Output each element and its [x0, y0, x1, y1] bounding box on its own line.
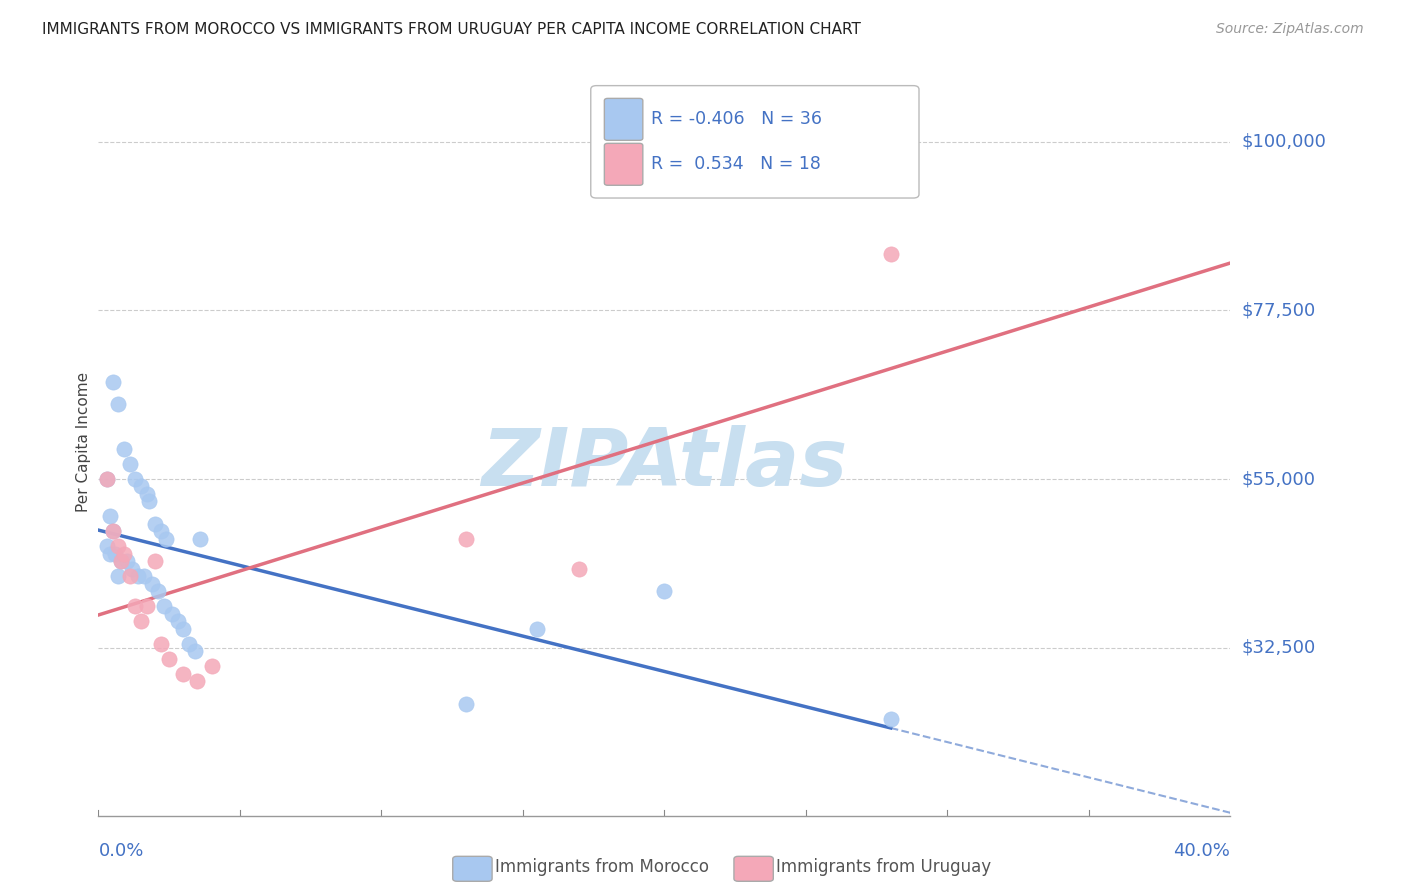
Point: [456, 532, 478, 546]
Point: [160, 607, 183, 621]
Point: [107, 569, 129, 583]
Point: [172, 666, 194, 681]
Point: [526, 622, 548, 636]
Text: $77,500: $77,500: [1241, 301, 1316, 319]
Point: [115, 554, 138, 568]
Point: [138, 494, 160, 508]
Point: [101, 375, 124, 389]
Point: [183, 644, 205, 658]
Point: [149, 524, 172, 539]
Text: R =  0.534   N = 18: R = 0.534 N = 18: [651, 155, 821, 173]
Point: [129, 615, 152, 629]
Y-axis label: Per Capita Income: Per Capita Income: [76, 371, 91, 512]
FancyBboxPatch shape: [605, 144, 643, 186]
Point: [110, 554, 132, 568]
Point: [101, 524, 124, 539]
Point: [96, 472, 118, 486]
Point: [456, 697, 478, 711]
Point: [172, 622, 194, 636]
Point: [143, 554, 166, 568]
Point: [121, 562, 143, 576]
Text: 40.0%: 40.0%: [1174, 842, 1230, 861]
Text: Immigrants from Uruguay: Immigrants from Uruguay: [776, 858, 991, 876]
Point: [135, 487, 157, 501]
Point: [146, 584, 169, 599]
Point: [112, 547, 135, 561]
Point: [96, 540, 118, 554]
Point: [652, 584, 676, 599]
Point: [118, 457, 141, 471]
Text: R = -0.406   N = 36: R = -0.406 N = 36: [651, 111, 821, 128]
Point: [186, 674, 208, 689]
Text: IMMIGRANTS FROM MOROCCO VS IMMIGRANTS FROM URUGUAY PER CAPITA INCOME CORRELATION: IMMIGRANTS FROM MOROCCO VS IMMIGRANTS FR…: [42, 22, 860, 37]
Point: [155, 532, 177, 546]
Point: [149, 637, 172, 651]
Text: Immigrants from Morocco: Immigrants from Morocco: [495, 858, 709, 876]
FancyBboxPatch shape: [591, 86, 920, 198]
Text: $55,000: $55,000: [1241, 470, 1316, 488]
Point: [101, 524, 124, 539]
Point: [112, 442, 135, 456]
FancyBboxPatch shape: [605, 98, 643, 140]
Point: [141, 577, 163, 591]
Point: [568, 562, 591, 576]
Point: [124, 599, 146, 614]
Point: [124, 472, 146, 486]
Point: [880, 712, 903, 726]
Text: Source: ZipAtlas.com: Source: ZipAtlas.com: [1216, 22, 1364, 37]
Point: [118, 569, 141, 583]
Text: ZIPAtlas: ZIPAtlas: [481, 425, 848, 503]
Text: $100,000: $100,000: [1241, 133, 1326, 151]
Point: [166, 615, 188, 629]
Point: [98, 509, 121, 524]
Point: [143, 516, 166, 531]
Point: [96, 472, 118, 486]
Point: [880, 247, 903, 261]
Point: [135, 599, 157, 614]
Text: 0.0%: 0.0%: [98, 842, 143, 861]
Point: [152, 599, 174, 614]
Text: $32,500: $32,500: [1241, 639, 1316, 657]
Point: [107, 540, 129, 554]
Point: [127, 569, 149, 583]
Point: [110, 554, 132, 568]
Point: [157, 652, 180, 666]
Point: [132, 569, 155, 583]
Point: [188, 532, 211, 546]
Point: [104, 547, 127, 561]
Point: [129, 479, 152, 493]
Point: [98, 547, 121, 561]
Point: [107, 397, 129, 411]
Point: [201, 659, 224, 673]
Point: [177, 637, 200, 651]
